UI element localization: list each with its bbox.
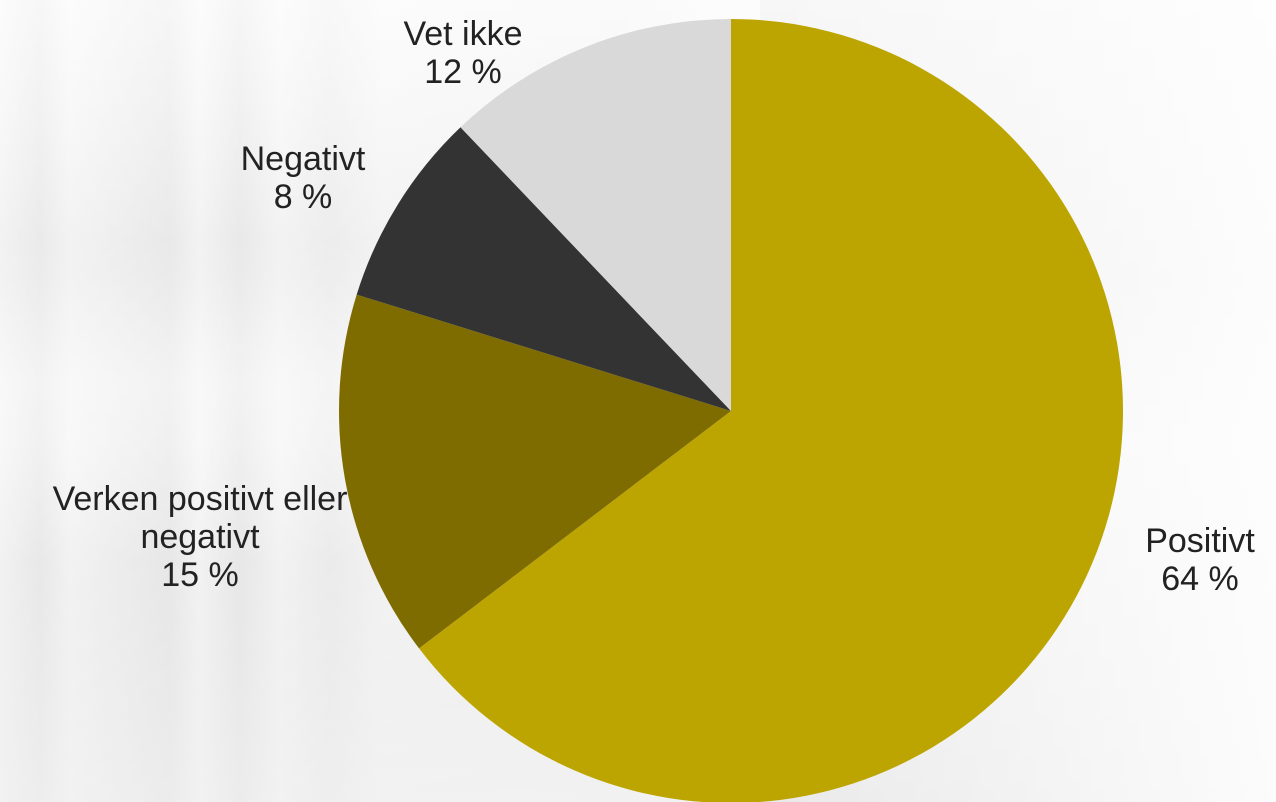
- slice-value-label: 15 %: [161, 556, 239, 594]
- pie-slice-vet-ikke: [460, 19, 731, 411]
- slice-value-label: 64 %: [1161, 560, 1239, 598]
- pie-labels: Positivt 64 % Verken positivt eller negativ…: [53, 15, 1256, 598]
- data-label-vet-ikke: Vet ikke 12 %: [403, 15, 522, 91]
- pie-slice-negativt: [356, 127, 731, 412]
- slice-category-label: Negativt: [241, 140, 366, 178]
- slice-category-label: Vet ikke: [403, 15, 522, 53]
- slice-category-label: Verken positivt eller: [53, 480, 348, 518]
- pie-slice-verken-positivt-eller-negativt: [339, 294, 731, 649]
- slice-value-label: 8 %: [274, 178, 333, 216]
- data-label-positivt: Positivt 64 %: [1145, 522, 1255, 598]
- slice-category-label: Positivt: [1145, 522, 1255, 560]
- data-label-negativt: Negativt 8 %: [241, 140, 366, 216]
- pie-slices: [339, 19, 1123, 802]
- pie-slice-positivt: [419, 19, 1123, 802]
- data-label-verken-positivt-eller-negativt: Verken positivt eller negativt 15 %: [53, 480, 348, 594]
- slice-category-label: negativt: [140, 518, 260, 556]
- slice-value-label: 12 %: [424, 53, 502, 91]
